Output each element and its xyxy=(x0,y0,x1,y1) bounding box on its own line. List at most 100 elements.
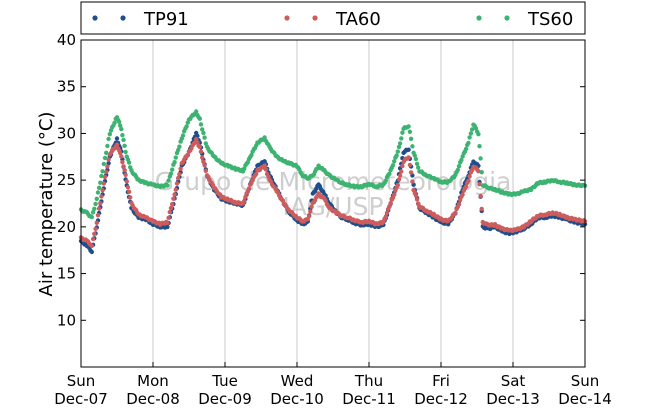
data-point xyxy=(124,179,129,184)
data-point xyxy=(121,164,126,169)
data-point xyxy=(168,171,174,176)
data-point xyxy=(200,127,205,132)
data-point xyxy=(125,185,131,190)
y-tick-label: 40 xyxy=(57,31,76,49)
data-point xyxy=(96,206,102,211)
data-point xyxy=(93,226,98,231)
data-series xyxy=(78,109,588,255)
data-point xyxy=(100,169,105,174)
data-point xyxy=(96,185,102,190)
data-point xyxy=(473,126,479,131)
data-point xyxy=(94,196,100,201)
data-point xyxy=(101,161,107,167)
x-tick-day: Thu xyxy=(354,372,383,390)
data-point xyxy=(165,183,170,188)
data-point xyxy=(407,162,413,168)
data-point xyxy=(478,156,483,161)
legend-label: TA60 xyxy=(335,9,381,30)
data-point xyxy=(469,127,475,132)
legend-marker xyxy=(284,15,290,21)
data-point xyxy=(99,194,104,199)
data-point xyxy=(198,122,204,127)
data-point xyxy=(390,163,396,168)
x-tick-day: Sat xyxy=(501,372,526,390)
data-point xyxy=(399,169,404,174)
data-point xyxy=(119,154,124,159)
data-point xyxy=(114,142,120,147)
data-point xyxy=(89,214,95,220)
data-point xyxy=(463,146,469,152)
x-tick-date: Dec-10 xyxy=(270,390,324,408)
data-point xyxy=(126,189,132,194)
data-point xyxy=(309,204,314,209)
data-point xyxy=(198,149,204,154)
x-tick-day: Mon xyxy=(137,372,169,390)
data-point xyxy=(201,130,206,136)
data-point xyxy=(172,160,177,165)
data-point xyxy=(98,180,103,185)
data-point xyxy=(165,220,170,226)
data-point xyxy=(396,144,402,150)
data-point xyxy=(460,192,465,197)
data-point xyxy=(172,192,177,197)
x-tick-day: Sun xyxy=(571,372,600,390)
data-point xyxy=(171,196,176,201)
data-point xyxy=(197,116,202,121)
data-point xyxy=(262,135,267,140)
data-point xyxy=(412,153,417,158)
legend-label: TP91 xyxy=(143,9,189,30)
data-point xyxy=(243,194,248,200)
data-point xyxy=(399,136,404,141)
data-point xyxy=(413,193,419,198)
data-point xyxy=(453,210,458,215)
data-point xyxy=(456,164,462,169)
data-point xyxy=(477,144,482,149)
data-point xyxy=(416,165,421,170)
legend-marker xyxy=(312,15,318,21)
data-point xyxy=(392,159,397,164)
data-point xyxy=(463,184,469,189)
x-tick-day: Sun xyxy=(67,372,96,390)
data-point xyxy=(104,150,109,155)
data-point xyxy=(400,130,405,135)
data-point xyxy=(395,149,400,154)
data-point xyxy=(246,186,252,191)
grid-lines xyxy=(152,40,514,367)
data-point xyxy=(94,220,100,225)
data-point xyxy=(176,176,181,181)
legend-label: TS60 xyxy=(527,9,573,30)
data-point xyxy=(170,202,175,207)
legend-item-ts60: TS60 xyxy=(476,9,573,30)
data-point xyxy=(413,156,419,162)
data-point xyxy=(476,169,481,174)
data-point xyxy=(203,168,208,173)
data-point xyxy=(392,192,397,197)
legend-box xyxy=(80,1,586,35)
data-point xyxy=(406,147,411,152)
data-point xyxy=(466,178,471,184)
data-point xyxy=(170,167,175,172)
data-point xyxy=(118,123,123,128)
series-ta60 xyxy=(78,137,588,248)
data-point xyxy=(99,173,104,179)
data-point xyxy=(166,178,171,183)
x-tick-date: Dec-11 xyxy=(342,390,396,408)
data-point xyxy=(167,209,172,215)
data-point xyxy=(397,173,403,178)
data-point xyxy=(107,132,113,137)
data-point xyxy=(383,214,388,219)
data-point xyxy=(254,171,259,177)
data-point xyxy=(197,144,202,150)
data-point xyxy=(168,205,174,211)
data-point xyxy=(173,187,178,192)
data-point xyxy=(414,197,420,202)
legend-marker xyxy=(476,15,482,21)
data-point xyxy=(121,137,126,143)
data-point xyxy=(122,167,127,173)
data-point xyxy=(394,153,399,158)
data-point xyxy=(105,143,110,149)
data-point xyxy=(306,213,312,219)
plot-frame xyxy=(80,39,586,368)
data-point xyxy=(177,172,182,177)
x-tick-day: Tue xyxy=(211,372,238,390)
